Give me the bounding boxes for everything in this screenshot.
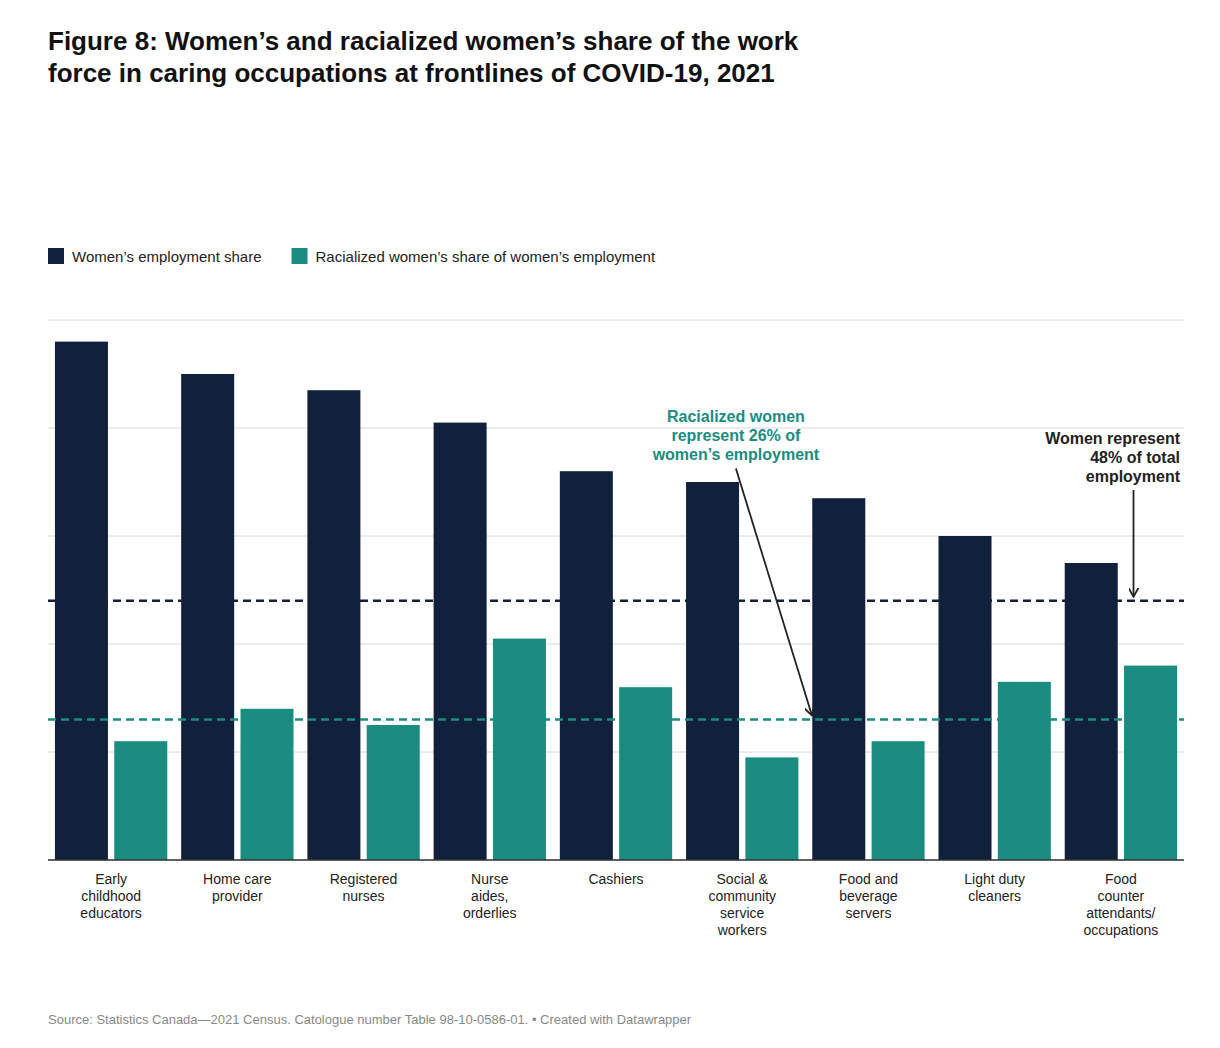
x-tick-label: Foodcounterattendants/occupations <box>1084 871 1159 938</box>
bar <box>307 390 360 860</box>
title: Figure 8: Women’s and racialized women’s… <box>48 26 799 88</box>
bar <box>619 687 672 860</box>
bar <box>434 423 487 860</box>
bar <box>114 741 167 860</box>
bar <box>998 682 1051 860</box>
bar <box>493 639 546 860</box>
legend-swatch <box>292 248 308 264</box>
bar <box>181 374 234 860</box>
bar <box>1124 666 1177 860</box>
annotations: Racialized womenrepresent 26% ofwomen’s … <box>652 408 1181 714</box>
x-tick-label: Food andbeverageservers <box>839 871 898 921</box>
bar <box>745 757 798 860</box>
x-tick-label: Cashiers <box>588 871 643 887</box>
bar <box>686 482 739 860</box>
source: Source: Statistics Canada—2021 Census. C… <box>48 1012 692 1027</box>
x-tick-label: Registerednurses <box>330 871 398 904</box>
legend-label: Women’s employment share <box>72 248 262 265</box>
x-axis: Earlychildhoodeducators Home careprovider… <box>80 871 1158 938</box>
bar <box>812 498 865 860</box>
x-tick-label: Home careprovider <box>203 871 272 904</box>
x-tick-label: Social &communityserviceworkers <box>708 871 776 938</box>
reference-line <box>48 600 1184 603</box>
bar <box>872 741 925 860</box>
bar <box>367 725 420 860</box>
bar <box>560 471 613 860</box>
annotation-arrow <box>736 468 812 714</box>
annotation-arrow <box>1133 490 1135 596</box>
x-tick-label: Light dutycleaners <box>964 871 1025 904</box>
bar <box>1065 563 1118 860</box>
x-tick-label: Earlychildhoodeducators <box>80 871 141 921</box>
grid-line <box>48 320 1184 321</box>
annotation: Women represent48% of totalemployment <box>1045 430 1181 485</box>
x-axis-line <box>48 859 1184 861</box>
legend-label: Racialized women’s share of women’s empl… <box>316 248 656 265</box>
legend-swatch <box>48 248 64 264</box>
chart: Figure 8: Women’s and racialized women’s… <box>0 0 1220 1048</box>
grid-line <box>48 860 1184 861</box>
bar <box>938 536 991 860</box>
bar <box>240 709 293 860</box>
reference-line <box>48 718 1184 721</box>
legend: Women’s employment share Racialized women… <box>48 248 656 265</box>
annotation: Racialized womenrepresent 26% ofwomen’s … <box>652 408 820 463</box>
grid <box>48 320 1184 860</box>
x-tick-label: Nurseaides,orderlies <box>463 871 517 921</box>
